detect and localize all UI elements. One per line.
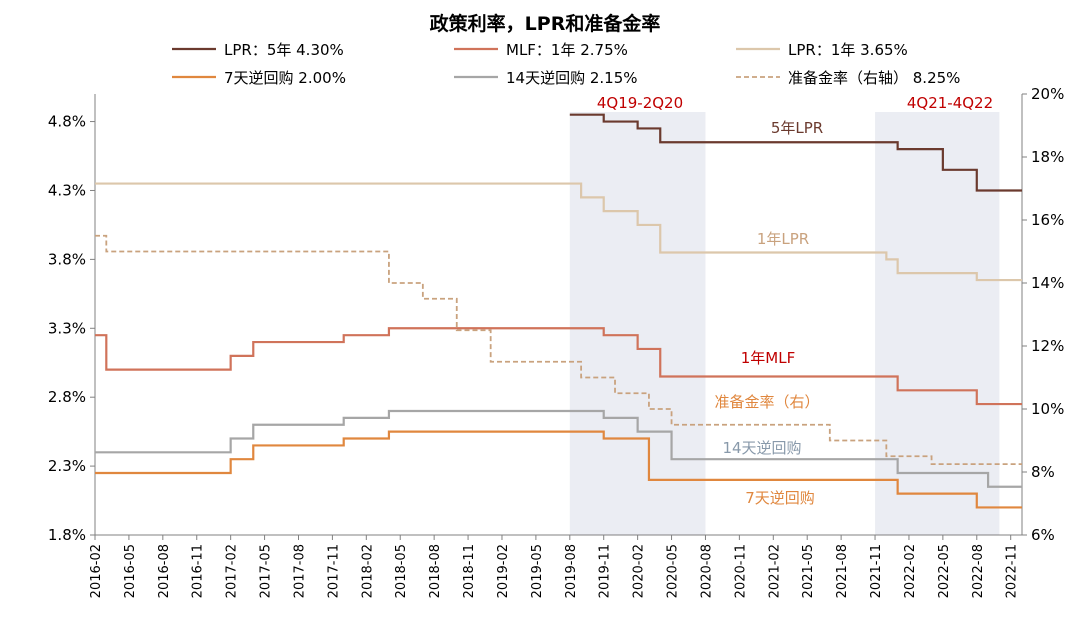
x-tick-label: 2017-02: [225, 544, 240, 598]
legend-entry-lpr1y: LPR：1年 3.65%: [788, 41, 908, 59]
x-tick-label: 2017-08: [292, 544, 307, 598]
inline-labels: 5年LPR 1年LPR 1年MLF 准备金率（右） 14天逆回购 7天逆回购: [714, 119, 823, 507]
series-line-lpr1y: [95, 182, 1022, 282]
left-tick-label: 4.8%: [48, 113, 86, 131]
x-tick-label: 2016-11: [191, 544, 206, 598]
series-line-rr14d: [95, 409, 1022, 488]
left-tick-label: 3.3%: [48, 319, 86, 337]
inline-label-rr7d: 7天逆回购: [745, 489, 815, 507]
inline-label-rrr: 准备金率（右）: [714, 393, 819, 411]
inline-label-mlf: 1年MLF: [741, 349, 795, 367]
inline-label-lpr5y: 5年LPR: [771, 119, 823, 137]
right-tick-label: 18%: [1031, 148, 1064, 166]
series-line-lpr5y: [569, 113, 1022, 192]
x-tick-label: 2019-11: [598, 544, 613, 598]
legend-entry-rrr: 准备金率（右轴） 8.25%: [788, 69, 960, 87]
x-tick-label: 2019-02: [496, 544, 511, 598]
x-tick-label: 2020-02: [632, 544, 647, 598]
series-lines: [95, 113, 1022, 509]
right-tick-label: 12%: [1031, 337, 1064, 355]
x-tick-label: 2017-05: [259, 544, 274, 598]
x-tick-label: 2022-08: [971, 544, 986, 598]
shaded-period-2: [875, 112, 1000, 535]
x-tick-label: 2018-05: [394, 544, 409, 598]
x-tick-label: 2022-11: [1005, 544, 1020, 598]
x-tick-label: 2018-08: [428, 544, 443, 598]
legend: LPR：5年 4.30% MLF：1年 2.75% LPR：1年 3.65% 7天逆回…: [172, 41, 960, 87]
legend-entry-mlf: MLF：1年 2.75%: [506, 41, 628, 59]
chart-title: 政策利率，LPR和准备金率: [430, 12, 661, 35]
right-tick-label: 20%: [1031, 85, 1064, 103]
x-tick-label: 2018-11: [462, 544, 477, 598]
x-tick-label: 2018-02: [360, 544, 375, 598]
x-tick-label: 2016-02: [89, 544, 104, 598]
x-tick-label: 2020-05: [666, 544, 681, 598]
right-tick-label: 14%: [1031, 274, 1064, 292]
x-tick-label: 2021-11: [869, 544, 884, 598]
legend-entry-lpr5y: LPR：5年 4.30%: [224, 41, 344, 59]
left-tick-label: 2.8%: [48, 388, 86, 406]
shaded-periods: 4Q19-2Q20 4Q21-4Q22: [569, 94, 1000, 535]
inline-label-lpr1y: 1年LPR: [757, 230, 809, 248]
right-tick-label: 10%: [1031, 400, 1064, 418]
x-tick-label: 2016-08: [157, 544, 172, 598]
right-tick-label: 8%: [1031, 463, 1055, 481]
inline-label-rr14d: 14天逆回购: [722, 439, 801, 457]
left-tick-label: 4.3%: [48, 181, 86, 199]
x-tick-label: 2021-02: [767, 544, 782, 598]
left-tick-label: 3.8%: [48, 250, 86, 268]
right-tick-label: 16%: [1031, 211, 1064, 229]
series-line-mlf: [95, 327, 1022, 406]
legend-entry-rr14d: 14天逆回购 2.15%: [506, 69, 638, 87]
x-tick-label: 2017-11: [326, 544, 341, 598]
series-line-rrr: [95, 234, 1022, 466]
shaded-period-label-2: 4Q21-4Q22: [907, 94, 993, 112]
x-tick-label: 2019-05: [530, 544, 545, 598]
left-tick-label: 1.8%: [48, 526, 86, 544]
x-tick-label: 2022-02: [903, 544, 918, 598]
x-tick-label: 2021-08: [835, 544, 850, 598]
axes: 4.8% 4.3% 3.8% 3.3% 2.8% 2.3% 1.8% 20% 18% 16% 14%…: [48, 85, 1064, 598]
x-tick-label: 2020-11: [733, 544, 748, 598]
left-tick-label: 2.3%: [48, 457, 86, 475]
x-tick-label: 2021-05: [801, 544, 816, 598]
right-tick-label: 6%: [1031, 526, 1055, 544]
x-tick-label: 2020-08: [699, 544, 714, 598]
series-line-rr7d: [95, 430, 1022, 509]
x-tick-label: 2016-05: [123, 544, 138, 598]
x-tick-label: 2022-05: [937, 544, 952, 598]
legend-entry-rr7d: 7天逆回购 2.00%: [224, 69, 346, 87]
shaded-period-1: [569, 112, 706, 535]
x-tick-label: 2019-08: [564, 544, 579, 598]
shaded-period-label-1: 4Q19-2Q20: [597, 94, 683, 112]
